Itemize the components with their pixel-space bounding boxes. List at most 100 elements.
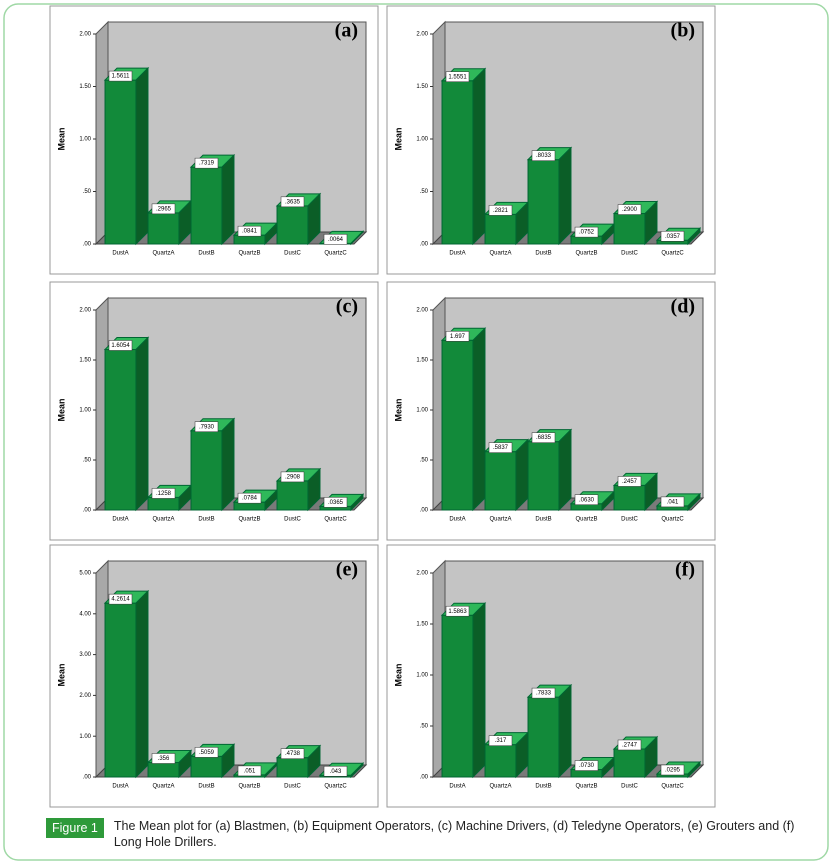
bar <box>190 755 223 778</box>
x-tick-label: QuartzC <box>661 251 684 257</box>
y-tick-label: .00 <box>83 242 92 248</box>
y-tick-label: .50 <box>420 458 429 464</box>
x-tick-label: QuartzA <box>152 784 174 790</box>
bar-side <box>687 492 701 512</box>
y-tick-label: 2.00 <box>79 308 91 314</box>
y-tick-label: 1.00 <box>416 408 428 414</box>
value-label: 1.5551 <box>448 74 467 80</box>
y-tick-label: .50 <box>83 189 92 195</box>
value-label: 4.2614 <box>111 597 130 603</box>
value-label-box <box>237 765 262 777</box>
x-tick-label: DustA <box>112 517 128 523</box>
x-tick-label: DustC <box>284 251 301 257</box>
value-label-box <box>445 331 470 342</box>
value-label: .2965 <box>156 206 172 212</box>
x-tick-label: DustA <box>449 251 465 257</box>
bar <box>104 602 137 778</box>
bar <box>527 696 560 778</box>
y-tick-label: 1.50 <box>416 622 428 628</box>
x-tick-label: DustC <box>621 517 638 523</box>
value-label-box <box>194 421 219 432</box>
value-label-box <box>323 234 348 245</box>
bar-side <box>687 760 701 779</box>
bar-side <box>644 200 658 246</box>
value-label: .7930 <box>199 424 215 430</box>
value-label-box <box>194 747 219 758</box>
y-tick-label: 1.00 <box>79 137 91 143</box>
value-label: .2900 <box>622 207 638 213</box>
value-label-box <box>151 488 176 499</box>
value-label: .4738 <box>285 751 301 757</box>
value-label-box <box>280 748 305 759</box>
x-tick-label: DustB <box>535 784 551 790</box>
panel-label: (b) <box>671 20 695 42</box>
panel-label: (a) <box>335 20 358 42</box>
bar-side <box>558 146 572 246</box>
x-tick-label: QuartzC <box>324 784 347 790</box>
y-tick-label: 1.00 <box>79 734 91 740</box>
value-label-box <box>617 204 642 215</box>
value-label: 1.6054 <box>111 343 130 349</box>
value-label: .8033 <box>536 153 552 159</box>
value-label: .0841 <box>242 229 258 235</box>
x-tick-label: DustC <box>284 784 301 790</box>
bar-side <box>307 744 321 779</box>
value-label: .1258 <box>156 491 172 497</box>
value-label: .5837 <box>493 445 509 451</box>
value-label-box <box>531 432 556 443</box>
value-label-box <box>574 494 599 505</box>
y-tick-label: .00 <box>420 508 429 514</box>
x-tick-label: QuartzB <box>575 784 597 790</box>
y-tick-label: .00 <box>83 508 92 514</box>
value-label: .0784 <box>242 496 258 502</box>
bar-side <box>644 735 658 779</box>
value-label: .2821 <box>493 208 509 214</box>
y-tick-label: 1.50 <box>79 84 91 90</box>
value-label: .043 <box>330 769 342 775</box>
bar <box>527 441 560 511</box>
caption-label: Figure 1 <box>46 818 104 838</box>
y-tick-label: .50 <box>83 458 92 464</box>
value-label-box <box>280 471 305 483</box>
x-tick-label: QuartzA <box>489 784 511 790</box>
value-label: .2908 <box>285 474 301 480</box>
x-tick-label: QuartzA <box>489 251 511 257</box>
y-tick-label: 2.00 <box>416 308 428 314</box>
value-label-box <box>574 226 599 238</box>
value-label-box <box>660 496 685 508</box>
x-tick-label: QuartzB <box>575 517 597 523</box>
bar <box>104 348 137 511</box>
value-label: .0630 <box>579 497 595 503</box>
bar-side <box>307 192 321 246</box>
bar <box>233 234 266 245</box>
value-label: .7319 <box>199 161 215 167</box>
bar <box>441 614 474 778</box>
bar <box>147 212 180 245</box>
value-label-box <box>108 340 133 351</box>
value-label: .0752 <box>579 230 595 236</box>
y-axis-label: Mean <box>56 398 66 421</box>
value-label: .0730 <box>579 763 595 769</box>
y-tick-label: 1.50 <box>79 358 91 364</box>
value-label-box <box>151 753 176 764</box>
x-tick-label: QuartzA <box>152 251 174 257</box>
y-tick-label: 1.50 <box>416 84 428 90</box>
value-label: .0064 <box>328 237 344 243</box>
y-tick-label: 1.00 <box>416 137 428 143</box>
y-tick-label: 5.00 <box>79 571 91 577</box>
x-tick-label: QuartzC <box>324 517 347 523</box>
value-label-box <box>445 71 470 82</box>
value-label: .5059 <box>199 750 215 756</box>
value-label-box <box>237 492 262 504</box>
bar-side <box>472 327 486 512</box>
panel-label: (e) <box>336 559 358 581</box>
x-tick-label: DustB <box>198 784 214 790</box>
bar-side <box>221 153 235 246</box>
x-tick-label: QuartzC <box>324 251 347 257</box>
value-label-box <box>531 150 556 161</box>
bar-side <box>558 428 572 512</box>
value-label: .317 <box>495 738 507 744</box>
bar <box>147 496 180 511</box>
x-tick-label: DustB <box>198 251 214 257</box>
value-label: .2457 <box>622 479 638 485</box>
